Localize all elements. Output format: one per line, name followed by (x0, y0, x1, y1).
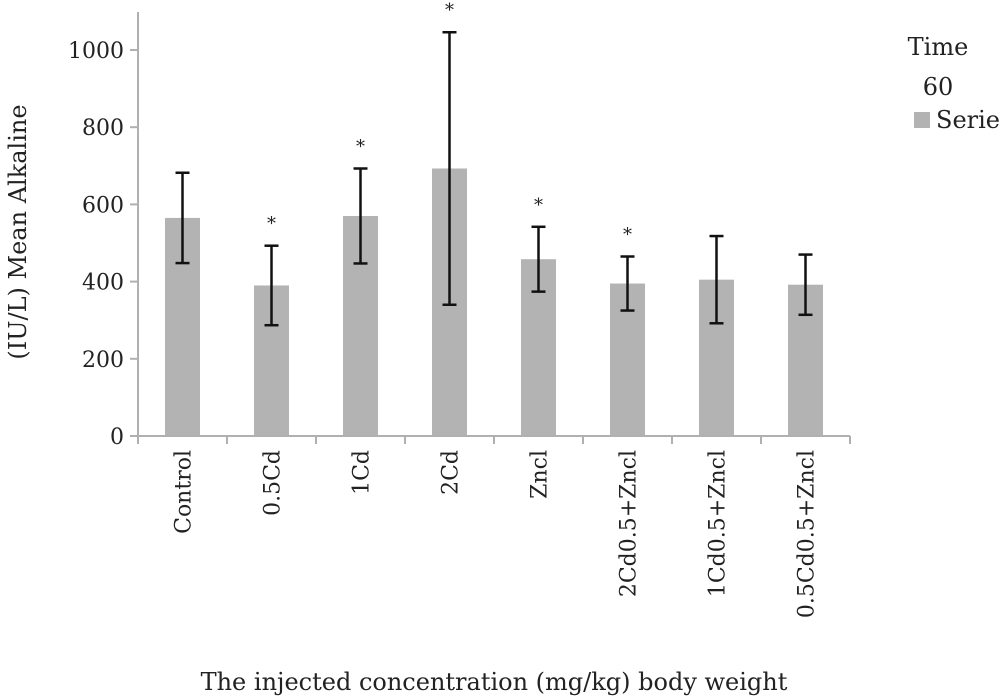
legend-title-line-2: 60 (923, 73, 954, 101)
x-category-label: Control (172, 450, 197, 534)
y-axis-ticks: 0 200 400 600 800 1000 (68, 39, 138, 450)
significance-marker-2Cd0.5+Zncl: * (623, 225, 632, 246)
x-axis-ticks (137, 436, 851, 444)
x-category-label: 2Cd0.5+Zncl (617, 450, 642, 597)
significance-marker-0.5Cd: * (267, 214, 276, 235)
y-tick-label: 200 (82, 348, 124, 373)
y-tick-label: 600 (82, 193, 124, 218)
significance-marker-1Cd: * (356, 137, 365, 158)
bars-layer (165, 168, 823, 436)
significance-marker-2Cd: * (445, 0, 454, 21)
x-category-label: Zncl (528, 450, 553, 499)
error-bars-layer (175, 30, 813, 327)
x-category-label: 2Cd (439, 450, 464, 495)
x-axis-category-labels: Control 0.5Cd 1Cd 2Cd Zncl 2Cd0.5+Zncl 1Cd0.5+… (172, 450, 820, 618)
x-category-label: 1Cd (350, 450, 375, 495)
legend-label-series1: Series1 (936, 106, 1000, 134)
legend-title-line-1: Time (908, 33, 969, 61)
y-tick-label: 1000 (68, 39, 124, 64)
x-axis-title: The injected concentration (mg/kg) body … (201, 668, 788, 696)
y-axis-title: (IU/L) Mean Alkaline (4, 104, 32, 359)
significance-layer: * * * * * (267, 0, 632, 245)
legend-swatch-series1 (914, 112, 930, 128)
y-tick-label: 400 (82, 271, 124, 296)
y-tick-label: 800 (82, 116, 124, 141)
y-tick-label: 0 (110, 425, 124, 450)
legend: Time 60 Series1 (908, 33, 1000, 134)
x-category-label: 1Cd0.5+Zncl (706, 450, 731, 597)
significance-marker-Zncl: * (534, 195, 543, 216)
x-category-label: 0.5Cd0.5+Zncl (795, 450, 820, 618)
x-category-label: 0.5Cd (261, 450, 286, 516)
